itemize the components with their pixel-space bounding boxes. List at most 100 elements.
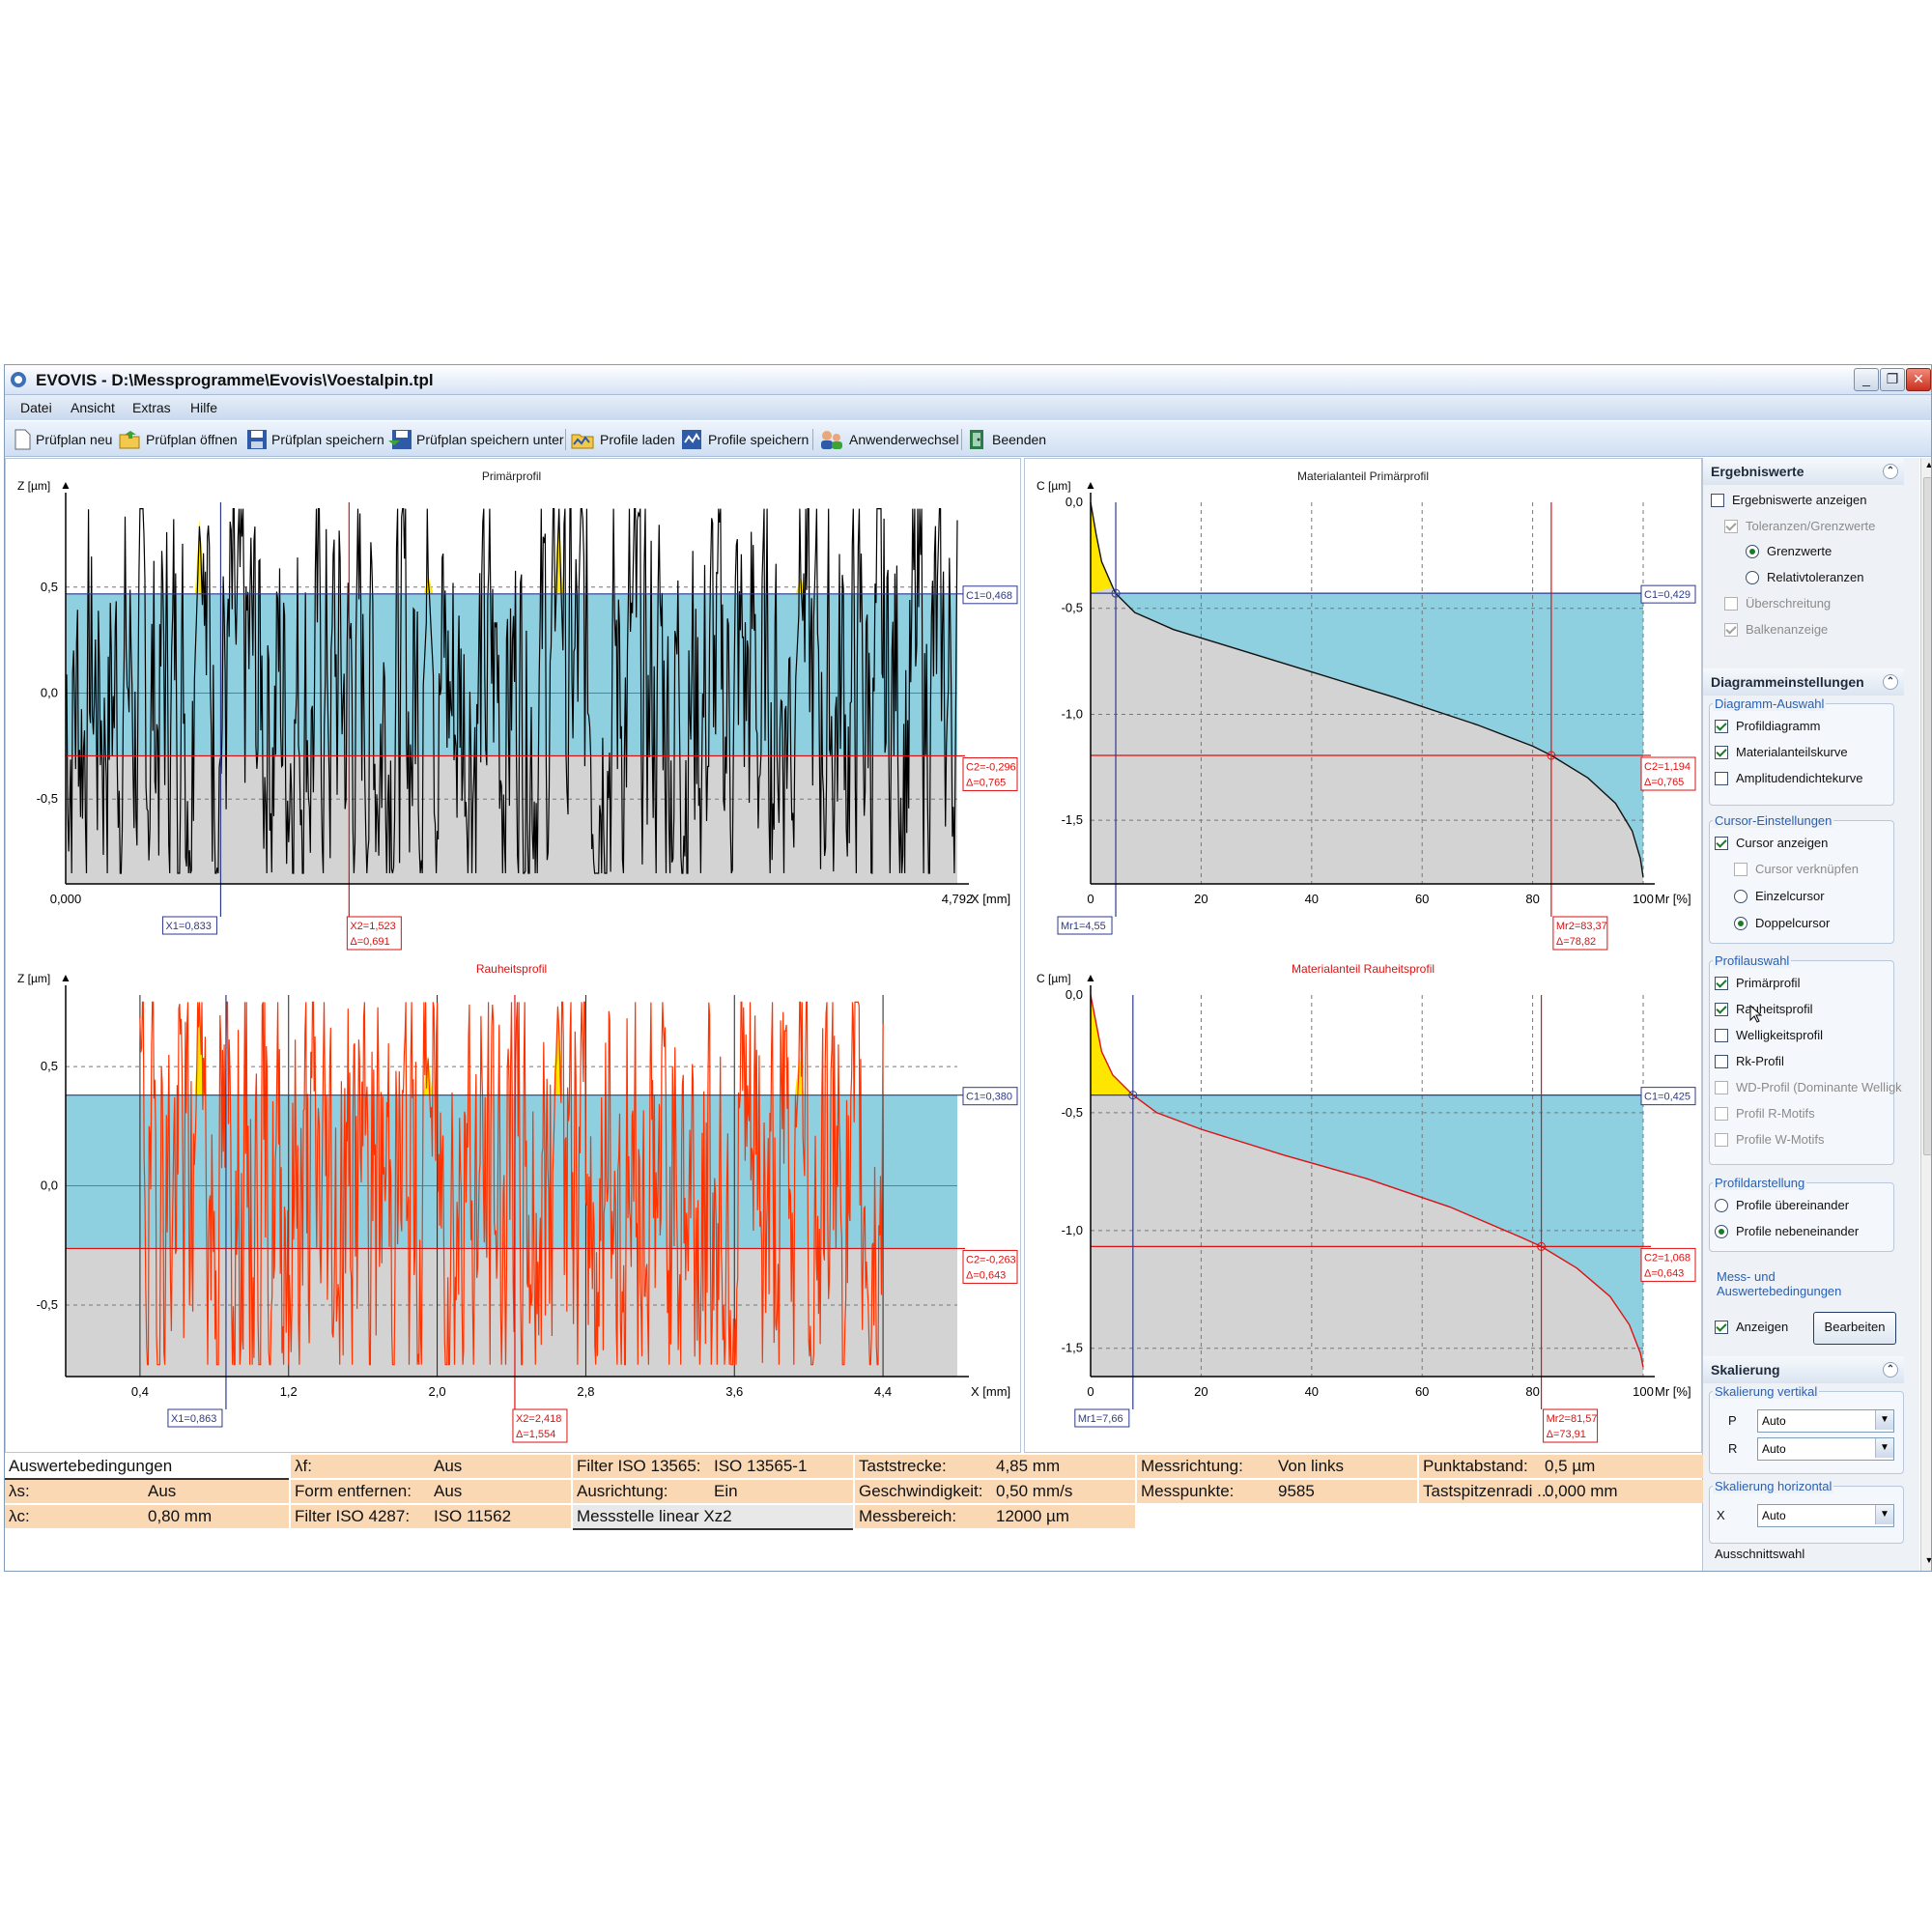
collapse-icon[interactable]: ⌃ — [1883, 1362, 1898, 1378]
scrollbar-thumb[interactable] — [1923, 477, 1931, 1155]
bar-display-checkbox[interactable]: Balkenanzeige — [1724, 622, 1828, 637]
mr1-value-label: Mr1=7,66 — [1078, 1413, 1123, 1425]
w-motifs-checkbox[interactable]: Profile W-Motifs — [1715, 1132, 1825, 1147]
scaling-section-header[interactable]: Skalierung ⌃ — [1703, 1356, 1904, 1383]
x-tick-label: 60 — [1415, 892, 1429, 906]
rk-profile-checkbox[interactable]: Rk-Profil — [1715, 1054, 1784, 1068]
wd-profile-label: WD-Profil (Dominante Welligk — [1736, 1080, 1902, 1094]
save-plan-button[interactable]: Prüfplan speichern — [246, 427, 384, 452]
save-plan-label: Prüfplan speichern — [271, 432, 384, 447]
y-axis-arrow: ▲ — [60, 478, 71, 492]
checkbox-box — [1715, 1320, 1728, 1334]
checkbox-box — [1715, 1002, 1728, 1016]
show-results-checkbox[interactable]: Ergebniswerte anzeigen — [1711, 493, 1866, 507]
scroll-down-icon[interactable]: ▼ — [1923, 1555, 1931, 1567]
exit-door-icon — [970, 430, 983, 449]
exceed-checkbox[interactable]: Überschreitung — [1724, 596, 1831, 611]
y-axis-arrow: ▲ — [1085, 478, 1096, 492]
y-tick-label: -1,5 — [1062, 1341, 1083, 1355]
spacing-row: Punktabstand: 0,5 µm — [1419, 1455, 1703, 1478]
x2-value-label: X2=2,418 — [516, 1413, 561, 1425]
show-cursor-checkbox[interactable]: Cursor anzeigen — [1715, 836, 1828, 850]
open-plan-label: Prüfplan öffnen — [146, 432, 238, 447]
r-scale-value: Auto — [1762, 1442, 1786, 1456]
menu-ansicht[interactable]: Ansicht — [71, 400, 115, 415]
limits-radio[interactable]: Grenzwerte — [1746, 544, 1832, 558]
pts-value: 9585 — [1278, 1482, 1315, 1500]
lf-label: λf: — [295, 1457, 312, 1475]
menu-hilfe[interactable]: Hilfe — [190, 400, 218, 415]
ls-row: λs: Aus — [5, 1480, 289, 1503]
save-plan-as-button[interactable]: Prüfplan speichern unter — [387, 427, 564, 452]
x2-value-label: X2=1,523 — [350, 921, 395, 932]
scroll-up-icon[interactable]: ▲ — [1923, 460, 1931, 471]
menu-extras[interactable]: Extras — [132, 400, 171, 415]
horizontal-scaling-label: Skalierung horizontal — [1713, 1479, 1834, 1493]
mr2-value-label: Mr2=83,37 — [1556, 921, 1607, 932]
toolbar-separator — [812, 429, 813, 450]
f13565-row: Filter ISO 13565: ISO 13565-1 — [573, 1455, 853, 1478]
diagram-section-header[interactable]: Diagrammeinstellungen ⌃ — [1703, 668, 1904, 696]
single-cursor-radio[interactable]: Einzelcursor — [1734, 889, 1825, 903]
p-scale-select[interactable]: Auto ▼ — [1757, 1409, 1894, 1433]
chevron-down-icon[interactable]: ▼ — [1875, 1438, 1893, 1458]
profile-diagram-label: Profildiagramm — [1736, 719, 1821, 733]
lf-value: Aus — [434, 1457, 463, 1475]
profile-diagram-checkbox[interactable]: Profildiagramm — [1715, 719, 1820, 733]
waviness-profile-checkbox[interactable]: Welligkeitsprofil — [1715, 1028, 1823, 1042]
menu-datei[interactable]: Datei — [20, 400, 52, 415]
material-roughness-chart[interactable]: ▲ Materialanteil Rauheitsprofil C [µm] 0,0 -… — [1025, 952, 1701, 1444]
profile-display-label: Profildarstellung — [1713, 1176, 1807, 1190]
collapse-icon[interactable]: ⌃ — [1883, 674, 1898, 690]
c1-value-label-box — [1640, 1087, 1696, 1106]
relative-tolerances-radio[interactable]: Relativtoleranzen — [1746, 570, 1863, 584]
close-button[interactable]: ✕ — [1906, 368, 1931, 391]
edit-conditions-button[interactable]: Bearbeiten — [1813, 1312, 1896, 1345]
y-tick-label: 0,0 — [1065, 495, 1083, 509]
wd-profile-checkbox[interactable]: WD-Profil (Dominante Welligk — [1715, 1080, 1902, 1094]
show-conditions-checkbox[interactable]: Anzeigen — [1715, 1320, 1788, 1334]
chart-title: Rauheitsprofil — [476, 962, 547, 976]
load-profiles-button[interactable]: Profile laden — [571, 427, 675, 452]
x-scale-value: Auto — [1762, 1509, 1786, 1522]
x-scale-select[interactable]: Auto ▼ — [1757, 1504, 1894, 1527]
material-curve-checkbox[interactable]: Materialanteilskurve — [1715, 745, 1848, 759]
checkbox-box — [1724, 596, 1738, 611]
r-motifs-checkbox[interactable]: Profil R-Motifs — [1715, 1106, 1815, 1121]
results-section-header[interactable]: Ergebniswerte ⌃ — [1703, 458, 1904, 485]
switch-user-button[interactable]: Anwenderwechsel — [818, 427, 959, 452]
roughness-profile-chart[interactable]: ▲ Rauheitsprofil Z [µm] 0,5 0,0 -0,5 0,4 1,2 2,0… — [6, 952, 1020, 1444]
minimize-button[interactable]: _ — [1854, 368, 1879, 391]
double-cursor-radio[interactable]: Doppelcursor — [1734, 916, 1830, 930]
amplitude-curve-checkbox[interactable]: Amplitudendichtekurve — [1715, 771, 1863, 785]
profile-selection-group — [1709, 960, 1894, 1165]
profiles-stacked-radio[interactable]: Profile übereinander — [1715, 1198, 1849, 1212]
form-row: Form entfernen: Aus — [291, 1480, 571, 1503]
radio-dot — [1734, 889, 1747, 903]
collapse-icon[interactable]: ⌃ — [1883, 464, 1898, 479]
tolerances-checkbox[interactable]: Toleranzen/Grenzwerte — [1724, 519, 1875, 533]
chevron-down-icon[interactable]: ▼ — [1875, 1410, 1893, 1430]
r-scale-select[interactable]: Auto ▼ — [1757, 1437, 1894, 1461]
primary-profile-checkbox[interactable]: Primärprofil — [1715, 976, 1800, 990]
x-tick-label: 0 — [1087, 1384, 1094, 1399]
exit-label: Beenden — [992, 432, 1047, 447]
x-tick-label: 3,6 — [725, 1384, 743, 1399]
users-icon — [821, 431, 842, 449]
chevron-down-icon[interactable]: ▼ — [1875, 1505, 1893, 1524]
restore-button[interactable]: ❐ — [1880, 368, 1905, 391]
new-plan-button[interactable]: Prüfplan neu — [13, 427, 112, 452]
exit-button[interactable]: Beenden — [967, 427, 1046, 452]
peak-area — [1091, 502, 1113, 594]
open-plan-button[interactable]: Prüfplan öffnen — [119, 427, 238, 452]
roughness-profile-checkbox[interactable]: Rauheitsprofil — [1715, 1002, 1813, 1016]
sidebar-scrollbar[interactable]: ▲ ▼ — [1920, 458, 1931, 1571]
material-primary-chart[interactable]: ▲ Materialanteil Primärprofil C [µm] 0,0 -0,… — [1025, 459, 1701, 952]
window-title: EVOVIS - D:\Messprogramme\Evovis\Voestal… — [36, 371, 434, 389]
link-cursor-checkbox[interactable]: Cursor verknüpfen — [1734, 862, 1859, 876]
profiles-side-by-side-radio[interactable]: Profile nebeneinander — [1715, 1224, 1859, 1238]
save-profiles-button[interactable]: Profile speichern — [681, 427, 809, 452]
peak-highlight — [423, 1054, 433, 1095]
mr2-value-label: Δ=73,91 — [1547, 1429, 1586, 1440]
